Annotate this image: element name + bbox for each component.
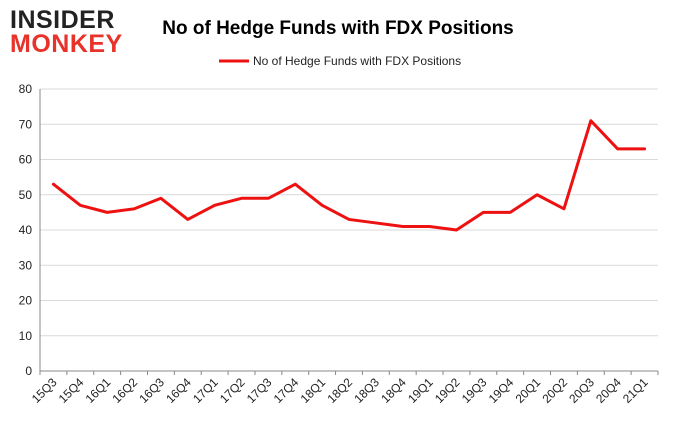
series [51, 119, 647, 232]
y-tick-label: 10 [19, 329, 33, 343]
x-tick-label: 18Q1 [298, 375, 329, 406]
y-tick-label: 30 [19, 258, 33, 272]
x-tick-label: 15Q3 [29, 375, 60, 406]
logo-line2: MONKEY [10, 30, 123, 58]
x-tick-label: 19Q1 [405, 375, 436, 406]
x-tick-label: 16Q3 [136, 375, 167, 406]
x-tick-label: 16Q1 [83, 375, 114, 406]
x-tick-label: 18Q3 [351, 375, 382, 406]
x-tick-label: 19Q4 [486, 375, 517, 406]
x-tick-label: 15Q4 [56, 375, 87, 406]
x-tick-label: 20Q3 [566, 375, 597, 406]
y-tick-label: 50 [19, 188, 33, 202]
y-tick-label: 40 [19, 223, 33, 237]
x-tick-label: 20Q2 [539, 375, 570, 406]
logo-line1: INSIDER [10, 6, 115, 34]
y-tick-label: 60 [19, 153, 33, 167]
y-tick-label: 20 [19, 294, 33, 308]
x-axis-ticks: 15Q315Q416Q116Q216Q316Q417Q117Q217Q317Q4… [29, 371, 659, 406]
x-tick-label: 20Q4 [593, 375, 624, 406]
y-axis-ticks: 0 10 20 30 40 50 60 70 80 [19, 82, 33, 378]
legend: No of Hedge Funds with FDX Positions [219, 54, 461, 68]
x-tick-label: 17Q3 [244, 375, 275, 406]
x-tick-label: 16Q4 [163, 375, 194, 406]
chart-title: No of Hedge Funds with FDX Positions [162, 18, 514, 39]
x-tick-label: 21Q1 [620, 375, 651, 406]
x-tick-label: 17Q1 [190, 375, 221, 406]
x-tick-label: 20Q1 [513, 375, 544, 406]
x-tick-label: 17Q4 [271, 375, 302, 406]
x-tick-label: 19Q3 [459, 375, 490, 406]
x-tick-label: 17Q2 [217, 375, 248, 406]
y-tick-label: 70 [19, 117, 33, 131]
x-tick-label: 18Q2 [324, 375, 355, 406]
insider-monkey-logo: INSIDER MONKEY [10, 6, 123, 58]
series-line [51, 119, 647, 232]
grid [40, 88, 658, 337]
x-tick-label: 19Q2 [432, 375, 463, 406]
x-tick-label: 16Q2 [110, 375, 141, 406]
axes [39, 89, 658, 372]
y-tick-label: 0 [25, 364, 32, 378]
legend-label: No of Hedge Funds with FDX Positions [253, 54, 461, 68]
x-tick-label: 18Q4 [378, 375, 409, 406]
y-tick-label: 80 [19, 82, 33, 96]
